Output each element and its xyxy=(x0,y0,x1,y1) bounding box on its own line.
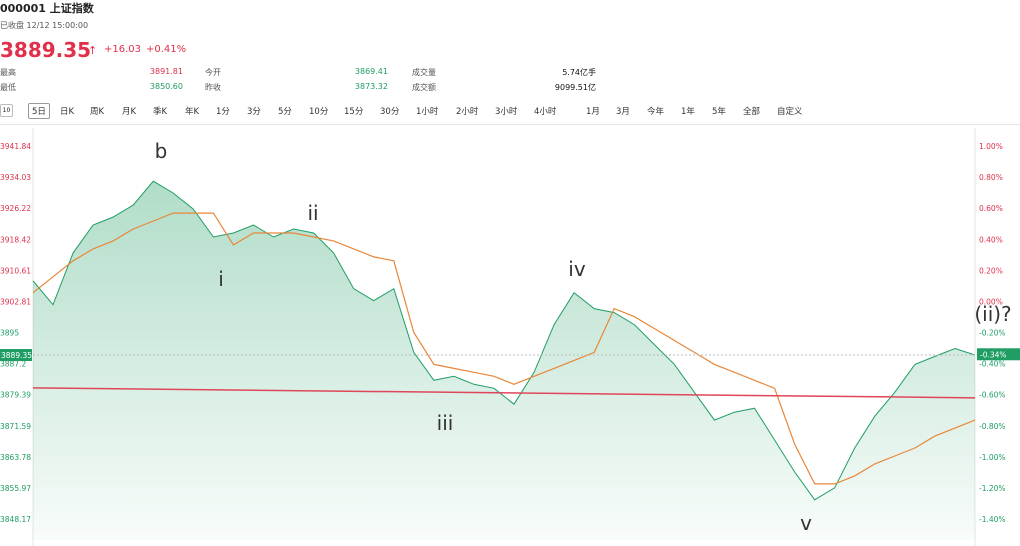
tab[interactable]: 1年 xyxy=(681,107,695,117)
last-change-tag xyxy=(977,348,1020,361)
tab[interactable]: 4小时 xyxy=(534,107,557,117)
tab[interactable]: 1小时 xyxy=(416,107,439,117)
y-tick-label: 3902.81 xyxy=(0,297,31,306)
arrow: ↑ xyxy=(88,44,98,57)
y2-tick-label: 0.00% xyxy=(979,297,1003,306)
y2-tick-label: 0.20% xyxy=(979,266,1003,275)
y2-tick-label: 0.40% xyxy=(979,235,1003,244)
tab[interactable]: 2小时 xyxy=(456,107,479,117)
y-tick-label: 3918.42 xyxy=(0,235,31,244)
tab[interactable]: 1分 xyxy=(216,107,230,117)
y-tick-label: 3848.17 xyxy=(0,515,31,524)
stat-value: 3850.60 xyxy=(149,82,183,91)
wave-label: (ii)? xyxy=(974,302,1011,326)
stat-label: 成交额 xyxy=(412,83,436,92)
stat-label: 成交量 xyxy=(412,68,436,77)
stat-value: 3869.41 xyxy=(354,67,388,76)
y-tick-label: 3863.78 xyxy=(0,453,31,462)
chart-icon[interactable]: 10 xyxy=(0,104,13,117)
price-line xyxy=(32,180,976,501)
stat-label: 最高 xyxy=(0,68,16,77)
y-tick-label: 3926.22 xyxy=(0,204,31,213)
y2-tick-label: 0.80% xyxy=(979,173,1003,182)
tab[interactable]: 季K xyxy=(153,107,168,117)
tab[interactable]: 3月 xyxy=(616,107,630,117)
y-tick-label: 3934.03 xyxy=(0,173,31,182)
y-tick-label: 3941.84 xyxy=(0,142,31,151)
y2-tick-label: -0.60% xyxy=(979,391,1006,400)
change-pct: +0.41% xyxy=(146,44,187,55)
tab[interactable]: 15分 xyxy=(344,107,364,117)
wave-label: iv xyxy=(568,257,586,281)
tab[interactable]: 5年 xyxy=(712,107,726,117)
y-tick-label: 3855.97 xyxy=(0,484,31,493)
wave-label: b xyxy=(155,139,168,163)
tab[interactable]: 3分 xyxy=(247,107,261,117)
stat-label: 最低 xyxy=(0,83,16,92)
last-price-tag xyxy=(0,349,32,362)
divider xyxy=(0,124,1020,125)
stat-value: 3891.81 xyxy=(149,67,183,76)
price: 3889.35 xyxy=(0,38,92,62)
last-change-label: -0.34% xyxy=(980,350,1007,359)
y-tick-label: 3871.59 xyxy=(0,422,31,431)
wave-label: i xyxy=(218,267,224,291)
wave-label: v xyxy=(800,511,812,535)
tab[interactable]: 自定义 xyxy=(777,107,803,117)
y2-tick-label: -0.40% xyxy=(979,360,1006,369)
title: 000001 上证指数 xyxy=(0,2,94,15)
price-area xyxy=(33,181,975,540)
tab[interactable]: 全部 xyxy=(743,107,761,117)
tab[interactable]: 5分 xyxy=(278,107,292,117)
y-tick-label: 3895 xyxy=(0,329,19,338)
stat-value: 5.74亿手 xyxy=(562,68,596,77)
tab[interactable]: 10分 xyxy=(309,107,329,117)
tab[interactable]: 年K xyxy=(185,107,200,117)
y-tick-label: 3910.61 xyxy=(0,266,31,275)
wave-label: ii xyxy=(307,201,318,225)
y2-tick-label: -0.20% xyxy=(979,329,1006,338)
status: 已收盘 12/12 15:00:00 xyxy=(0,21,89,30)
change: +16.03 xyxy=(104,44,142,55)
tab[interactable]: 3小时 xyxy=(495,107,518,117)
tab[interactable]: 日K xyxy=(60,107,75,117)
tab[interactable]: 周K xyxy=(90,107,105,117)
tab[interactable]: 5日 xyxy=(28,103,50,119)
y2-tick-label: 1.00% xyxy=(979,142,1003,151)
y-tick-label: 3879.39 xyxy=(0,391,31,400)
last-price-label: 3889.35 xyxy=(1,351,32,360)
y2-tick-label: -0.80% xyxy=(979,422,1006,431)
tab[interactable]: 1月 xyxy=(586,107,600,117)
stat-label: 今开 xyxy=(205,68,221,77)
average-line xyxy=(32,212,976,485)
tab[interactable]: 今年 xyxy=(647,107,665,117)
y2-tick-label: -1.40% xyxy=(979,515,1006,524)
y2-tick-label: 0.60% xyxy=(979,204,1003,213)
wave-label: iii xyxy=(437,411,454,435)
trendline xyxy=(32,387,976,399)
stat-label: 昨收 xyxy=(205,83,221,92)
y-tick-label: 3887.2 xyxy=(0,360,26,369)
tab[interactable]: 30分 xyxy=(380,107,400,117)
y2-tick-label: -1.20% xyxy=(979,484,1006,493)
y2-tick-label: -1.00% xyxy=(979,453,1006,462)
stat-value: 9099.51亿 xyxy=(554,83,596,92)
stat-value: 3873.32 xyxy=(354,82,388,91)
tab[interactable]: 月K xyxy=(122,107,137,117)
